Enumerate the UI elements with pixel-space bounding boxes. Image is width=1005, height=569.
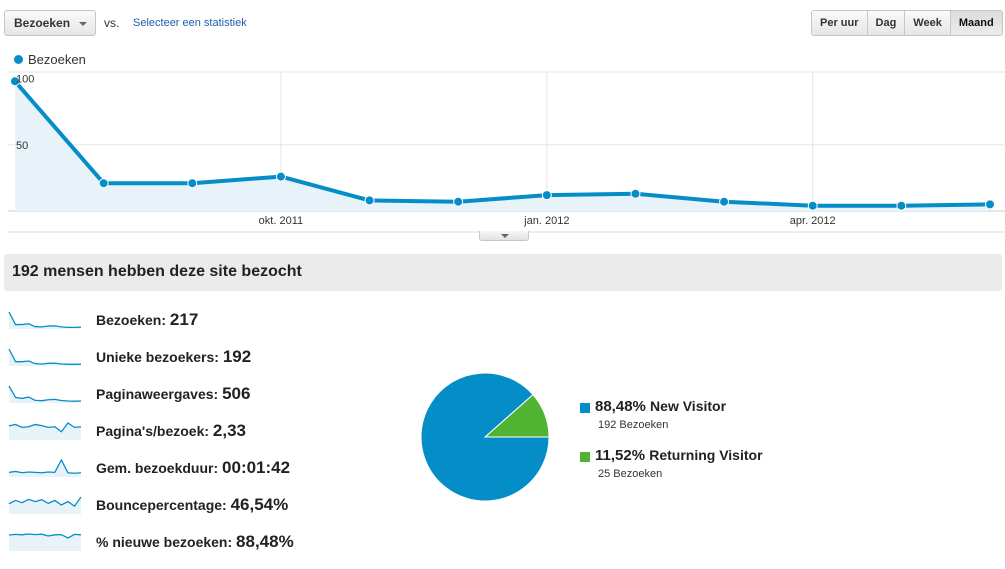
data-point [630,188,641,199]
legend-pct: 11,52% Returning Visitor [595,447,763,464]
metric-text: Pagina's/bezoek: 2,33 [96,421,246,441]
slice-count: 192 Bezoeken [598,419,669,431]
metric-sparkline [8,311,82,329]
metric-sparkline [8,496,82,514]
sparkline-area [9,386,81,403]
legend-label: Bezoeken [28,52,86,67]
x-axis-labels: okt. 2011 jan. 2012 apr. 2012 [259,215,836,227]
data-point [275,171,286,182]
data-point [541,190,552,201]
legend-swatch [580,452,590,462]
slice-count: 25 Bezoeken [598,468,663,480]
metric-value: 192 [222,347,252,366]
series-area [15,81,990,211]
data-point [896,200,907,211]
metric-sparkline [8,458,82,477]
metric-label: Unieke bezoekers: [96,349,223,365]
sparkline-area [9,312,81,329]
metric-row: Bezoeken: 217 [0,308,360,332]
chart-collapse-handle[interactable] [479,231,529,241]
sparkline-area [9,460,81,477]
data-point [453,196,464,207]
period-day-button[interactable]: Dag [867,11,906,35]
series-color-dot [14,55,23,64]
y-axis-labels: 100 50 [16,74,34,152]
metric-value: 506 [222,384,251,403]
sparkline-line [8,311,82,328]
metric-row: Pagina's/bezoek: 2,33 [0,419,360,443]
metric-sparkline [8,348,82,366]
period-selector: Per uur Dag Week Maand [811,10,1003,36]
visits-line-chart: 100 50 okt. 2011 jan. 2012 apr. 2012 [8,71,1005,233]
sparkline-area [9,534,81,551]
metric-text: Bouncepercentage: 46,54% [96,495,288,515]
x-tick-label: jan. 2012 [523,215,569,227]
metric-select-value: Bezoeken [14,16,71,30]
metric-value: 217 [169,310,199,329]
sparkline-line [8,496,82,508]
slice-label: Returning Visitor [649,447,763,463]
metric-sparkline [8,422,82,440]
sparkline-line [8,385,82,402]
visitor-type-pie-chart [420,372,550,502]
metric-row: Bouncepercentage: 46,54% [0,493,360,517]
sparkline-line [8,533,82,539]
pie-slice-new-visitor [420,372,550,502]
data-point [719,196,730,207]
data-point [364,195,375,206]
metric-label: Bouncepercentage: [96,497,231,513]
y-tick-label: 100 [16,74,34,86]
sparkline-area [9,423,81,440]
data-point [98,178,109,189]
vs-label: vs. [104,16,120,30]
metric-sparkline [8,385,82,403]
metric-label: Pagina's/bezoek: [96,423,213,439]
chevron-down-icon [501,234,509,238]
compare-metric-link[interactable]: Selecteer een statistiek [133,17,247,29]
metric-sparkline [8,533,82,551]
x-tick-label: apr. 2012 [790,215,836,227]
chevron-down-icon [79,22,87,26]
period-week-button[interactable]: Week [905,11,951,35]
period-hour-button[interactable]: Per uur [812,11,868,35]
metric-label: % nieuwe bezoeken: [96,534,237,550]
metric-label: Gem. bezoekduur: [96,460,223,476]
sparkline-line [8,348,82,365]
chart-legend: Bezoeken [14,52,86,67]
metric-text: Bezoeken: 217 [96,310,198,330]
metric-row: Paginaweergaves: 506 [0,382,360,406]
data-point [807,200,818,211]
data-point [10,76,20,87]
metric-value: 2,33 [212,421,247,440]
data-point [985,199,995,210]
sparkline-line [8,458,82,474]
x-tick-label: okt. 2011 [259,215,303,227]
metric-value: 46,54% [230,495,289,514]
sparkline-line [8,422,82,433]
metric-row: % nieuwe bezoeken: 88,48% [0,530,360,554]
data-point [187,178,198,189]
metric-text: Paginaweergaves: 506 [96,384,250,404]
period-month-button[interactable]: Maand [950,11,1002,35]
slice-pct: 88,48% [595,398,646,415]
visitors-headline: 192 mensen hebben deze site bezocht [4,254,1002,291]
legend-swatch [580,403,590,413]
metric-label: Bezoeken: [96,312,170,328]
metric-text: Unieke bezoekers: 192 [96,347,251,367]
slice-pct: 11,52% [595,447,646,464]
metric-select[interactable]: Bezoeken [4,10,96,36]
metric-text: Gem. bezoekduur: 00:01:42 [96,458,290,478]
series-points [10,76,995,211]
slice-label: New Visitor [650,398,727,414]
metric-value: 88,48% [236,532,294,551]
legend-pct: 88,48% New Visitor [595,398,726,415]
sparkline-area [9,497,81,514]
y-tick-label: 50 [16,140,28,152]
metric-text: % nieuwe bezoeken: 88,48% [96,532,294,552]
metric-value: 00:01:42 [222,458,291,477]
series-line [13,79,991,208]
metric-label: Paginaweergaves: [96,386,223,402]
metric-row: Gem. bezoekduur: 00:01:42 [0,456,360,480]
metric-row: Unieke bezoekers: 192 [0,345,360,369]
